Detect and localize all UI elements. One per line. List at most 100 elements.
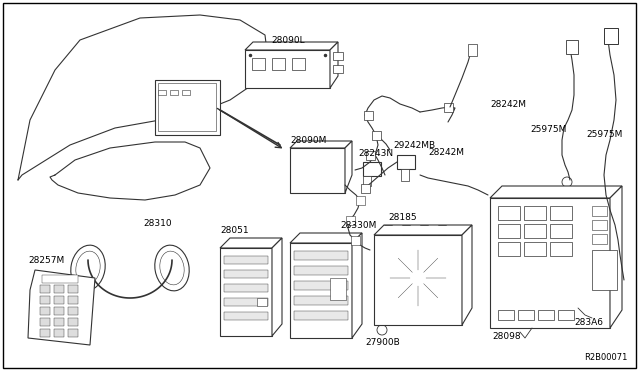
Bar — [54, 285, 64, 293]
Bar — [68, 285, 78, 293]
Polygon shape — [220, 238, 282, 248]
Text: 25975M: 25975M — [530, 125, 566, 134]
Bar — [538, 310, 554, 320]
Bar — [444, 103, 453, 112]
Bar — [604, 28, 618, 44]
Bar — [558, 310, 574, 320]
Bar — [294, 311, 348, 320]
Bar — [498, 206, 520, 220]
Bar — [290, 148, 345, 193]
Ellipse shape — [76, 251, 100, 285]
Bar — [330, 278, 346, 300]
Polygon shape — [245, 42, 338, 50]
Bar — [158, 90, 166, 95]
Text: 28090L: 28090L — [271, 36, 305, 45]
Bar — [272, 58, 285, 70]
Text: 28242M: 28242M — [490, 100, 526, 109]
Bar — [294, 296, 348, 305]
Text: 28257M: 28257M — [28, 256, 64, 265]
Bar — [158, 83, 216, 131]
Bar — [498, 242, 520, 256]
Polygon shape — [272, 238, 282, 336]
Ellipse shape — [160, 251, 184, 285]
Text: 28330M: 28330M — [340, 221, 376, 230]
Bar — [220, 248, 272, 336]
Bar — [592, 234, 607, 244]
Text: 29242MB: 29242MB — [393, 141, 435, 150]
Polygon shape — [462, 225, 472, 325]
Bar — [54, 296, 64, 304]
Polygon shape — [610, 186, 622, 328]
Bar — [566, 40, 578, 54]
Bar — [346, 216, 355, 225]
Bar — [54, 318, 64, 326]
Bar — [224, 284, 268, 292]
Text: 28098: 28098 — [492, 332, 520, 341]
Bar — [333, 52, 343, 60]
Bar — [155, 80, 220, 135]
Bar — [363, 162, 381, 176]
Bar — [294, 251, 348, 260]
Bar — [68, 296, 78, 304]
Ellipse shape — [155, 245, 189, 291]
Text: 28242M: 28242M — [428, 148, 464, 157]
Bar — [68, 318, 78, 326]
Bar — [498, 224, 520, 238]
Polygon shape — [490, 186, 622, 198]
Bar — [290, 243, 352, 338]
Bar — [592, 220, 607, 230]
Bar — [468, 44, 477, 56]
Text: 28185: 28185 — [388, 213, 417, 222]
Text: 25975M: 25975M — [586, 130, 622, 139]
Bar — [364, 111, 373, 120]
Bar — [294, 266, 348, 275]
Polygon shape — [352, 233, 362, 338]
Bar — [292, 58, 305, 70]
Bar — [40, 329, 50, 337]
Bar — [245, 50, 330, 88]
Bar — [366, 151, 375, 160]
Bar — [40, 318, 50, 326]
Bar — [363, 176, 371, 186]
Bar — [54, 329, 64, 337]
Bar — [374, 235, 462, 325]
Bar — [550, 206, 572, 220]
Bar — [498, 310, 514, 320]
Text: R2B00071: R2B00071 — [584, 353, 628, 362]
Bar — [170, 90, 178, 95]
Text: 28243N: 28243N — [358, 149, 393, 158]
Bar — [224, 256, 268, 264]
Bar — [182, 90, 190, 95]
Bar — [224, 312, 268, 320]
Bar — [40, 307, 50, 315]
Polygon shape — [330, 42, 338, 88]
Text: 27900B: 27900B — [365, 338, 400, 347]
Bar — [224, 270, 268, 278]
Bar — [68, 307, 78, 315]
Bar — [257, 298, 267, 306]
Bar — [592, 250, 617, 290]
Bar — [224, 298, 268, 306]
Bar — [40, 285, 50, 293]
Text: 283A6: 283A6 — [574, 318, 603, 327]
Bar — [524, 224, 546, 238]
Polygon shape — [28, 270, 95, 345]
Bar — [361, 184, 370, 193]
Bar — [372, 131, 381, 140]
Bar — [518, 310, 534, 320]
Bar — [524, 206, 546, 220]
Bar — [54, 307, 64, 315]
Text: 28090M: 28090M — [290, 136, 326, 145]
Bar — [333, 65, 343, 73]
Bar — [524, 242, 546, 256]
Bar — [397, 155, 415, 169]
Bar — [401, 169, 409, 181]
Bar — [351, 236, 360, 245]
Bar — [252, 58, 265, 70]
Bar — [42, 275, 78, 283]
Bar — [550, 242, 572, 256]
Bar — [40, 296, 50, 304]
Polygon shape — [290, 141, 352, 148]
Bar — [294, 281, 348, 290]
Polygon shape — [290, 233, 362, 243]
